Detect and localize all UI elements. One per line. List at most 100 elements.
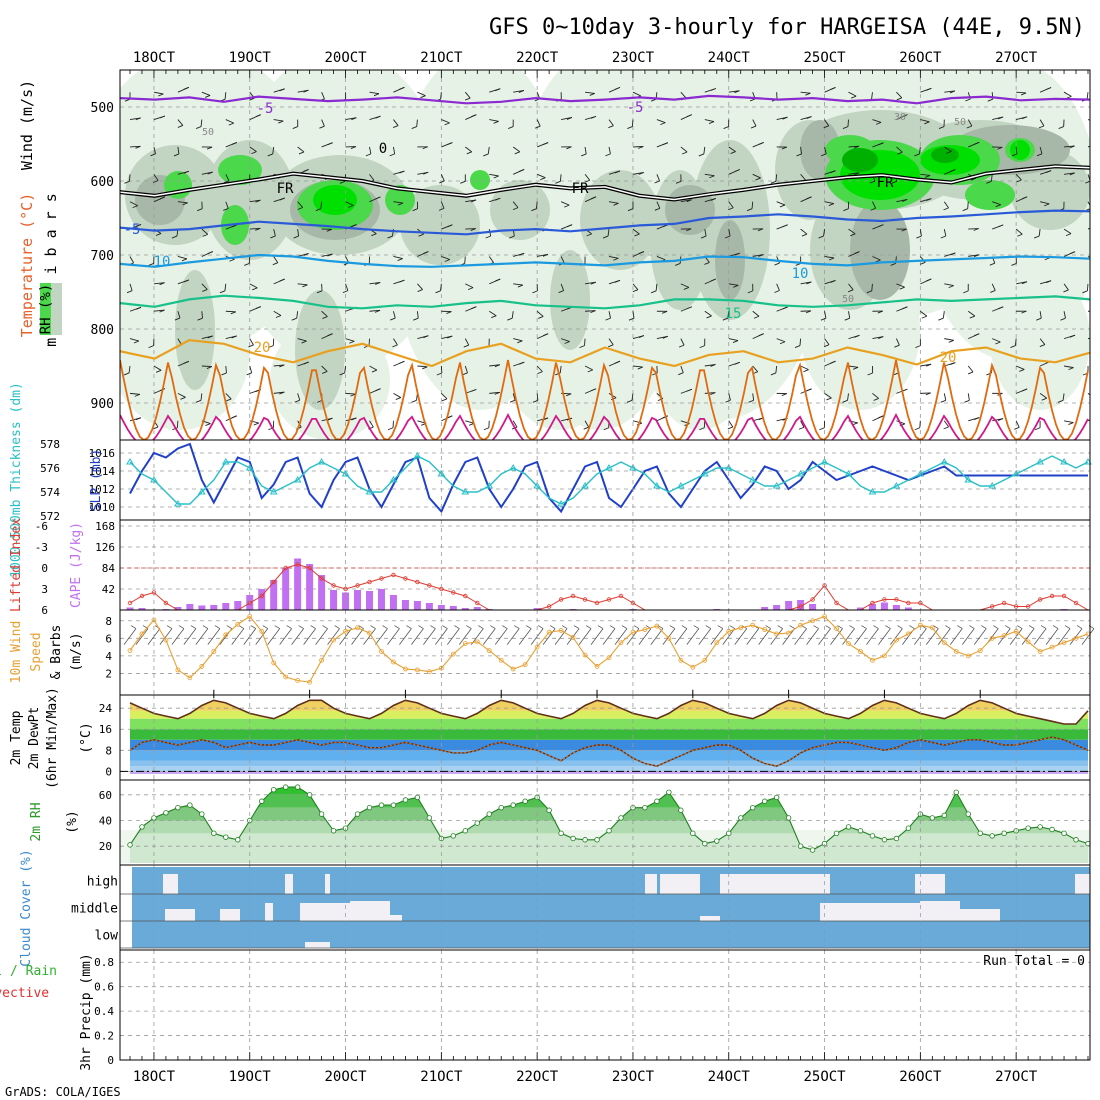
li-marker bbox=[990, 604, 995, 609]
li-marker bbox=[594, 600, 600, 606]
li-marker bbox=[1037, 597, 1043, 602]
wind-barb-flag bbox=[195, 126, 202, 129]
wind-barb-flag bbox=[255, 306, 261, 309]
isotherm-4 bbox=[120, 294, 1090, 310]
wind10m-barb-flag bbox=[406, 625, 412, 629]
wind-barb-flag bbox=[965, 98, 971, 102]
wind-barb-flag bbox=[255, 227, 261, 231]
wind10m-barb bbox=[411, 628, 424, 645]
wind-barb bbox=[345, 201, 354, 206]
wind10m-barb-flag bbox=[478, 625, 484, 629]
date-label-top-19OCT: 19OCT bbox=[229, 50, 272, 66]
wind-barb-flag bbox=[365, 153, 372, 157]
wind-barb bbox=[680, 365, 684, 373]
wind10m-marker bbox=[750, 622, 756, 628]
wind-barb-flag bbox=[772, 455, 777, 457]
wind10m-marker bbox=[283, 674, 289, 680]
wind-barb-flag bbox=[852, 366, 859, 370]
thickness-marker bbox=[724, 464, 733, 471]
wind-barb-flag bbox=[231, 415, 237, 419]
thickness-marker bbox=[796, 470, 805, 477]
wind10m-marker bbox=[989, 635, 995, 641]
wind-barb bbox=[1062, 393, 1065, 401]
wind10m-barb-flag bbox=[430, 625, 436, 629]
thickness-marker bbox=[509, 464, 518, 471]
wind-barb-flag bbox=[820, 317, 827, 321]
wind-barb bbox=[751, 201, 754, 209]
wind10m-marker bbox=[810, 618, 815, 624]
wind-barb-flag bbox=[173, 153, 180, 157]
wind10m-barb-flag bbox=[693, 625, 700, 629]
wind10m-marker bbox=[211, 649, 217, 654]
rh2m-marker bbox=[845, 824, 852, 830]
wind-barb-flag bbox=[447, 224, 453, 228]
thickness-marker bbox=[365, 488, 374, 495]
wind-barb-flag bbox=[181, 258, 188, 262]
wind-barb bbox=[1015, 365, 1025, 370]
wind-barb-flag bbox=[279, 391, 285, 395]
wind-barb-flag bbox=[387, 235, 393, 239]
wind10m-marker bbox=[295, 678, 301, 683]
wind10m-barb bbox=[686, 628, 700, 645]
wind10m-barb-flag bbox=[214, 625, 221, 629]
wind-barb bbox=[632, 283, 639, 290]
wind-barb-flag bbox=[514, 151, 520, 155]
rh-shade-light-10 bbox=[650, 290, 750, 430]
wind-barb-flag bbox=[989, 262, 995, 266]
rh-contour-label-0: 50 bbox=[202, 127, 214, 138]
li-marker bbox=[319, 576, 324, 581]
wind-barb bbox=[225, 393, 232, 400]
wind-barb-flag bbox=[255, 199, 261, 203]
rh-shade-dark-1 bbox=[931, 147, 959, 163]
wind-barb-flag bbox=[897, 151, 903, 155]
wind-barb-flag bbox=[638, 146, 644, 149]
rh-shade-gray-6 bbox=[715, 220, 745, 300]
wind10m-barb bbox=[231, 628, 245, 645]
wind-barb bbox=[705, 448, 713, 452]
wind-barb-flag bbox=[422, 146, 428, 150]
wind-barb-flag bbox=[159, 309, 165, 313]
wind-barb bbox=[848, 283, 854, 291]
wind-barb-flag bbox=[798, 426, 805, 430]
cloud-level-high: high bbox=[87, 875, 118, 890]
wind-barb-flag bbox=[828, 203, 835, 207]
wind-barb bbox=[1015, 228, 1023, 235]
cape-bar bbox=[773, 605, 781, 610]
wind-barb-flag bbox=[608, 344, 614, 348]
wind10m-barb-flag bbox=[166, 625, 173, 629]
wind10m-marker bbox=[762, 627, 768, 632]
wind-barb-flag bbox=[495, 197, 501, 201]
wind-barb bbox=[992, 201, 1001, 206]
wind10m-marker bbox=[319, 657, 325, 663]
wind-barb-flag bbox=[826, 397, 832, 401]
wind10m-marker bbox=[714, 640, 720, 646]
wind-barb-flag bbox=[1069, 251, 1076, 255]
wind-barb-flag bbox=[322, 371, 328, 374]
wind-barb-flag bbox=[399, 447, 404, 449]
date-label-top-21OCT: 21OCT bbox=[420, 50, 463, 66]
rh2m-marker bbox=[1001, 830, 1007, 837]
wind-barb-flag bbox=[518, 169, 525, 172]
wind-barb-flag bbox=[843, 208, 849, 212]
wind-barb-flag bbox=[1093, 311, 1098, 313]
wind-barb bbox=[536, 119, 541, 127]
wind10m-marker bbox=[618, 640, 624, 646]
li-marker bbox=[415, 579, 420, 585]
wind10m-barb-flag bbox=[561, 625, 568, 629]
cloud-mid-gap-8 bbox=[870, 907, 900, 921]
wind-barb-flag bbox=[207, 335, 213, 339]
wind-barb-flag bbox=[375, 196, 381, 200]
wind-barb bbox=[967, 365, 974, 373]
wind-barb-flag bbox=[926, 198, 932, 202]
wind-barb bbox=[607, 229, 610, 237]
wind-barb-flag bbox=[375, 281, 381, 285]
wind-barb-flag bbox=[542, 253, 549, 257]
wind-barb bbox=[488, 256, 494, 263]
wind-barb bbox=[896, 91, 903, 99]
wind-barb-flag bbox=[602, 235, 609, 239]
wind-barb-flag bbox=[805, 310, 812, 314]
wind10m-marker bbox=[199, 664, 205, 669]
wind-barb-flag bbox=[564, 204, 570, 208]
wind-barb bbox=[608, 146, 611, 154]
wind-barb bbox=[680, 146, 688, 153]
